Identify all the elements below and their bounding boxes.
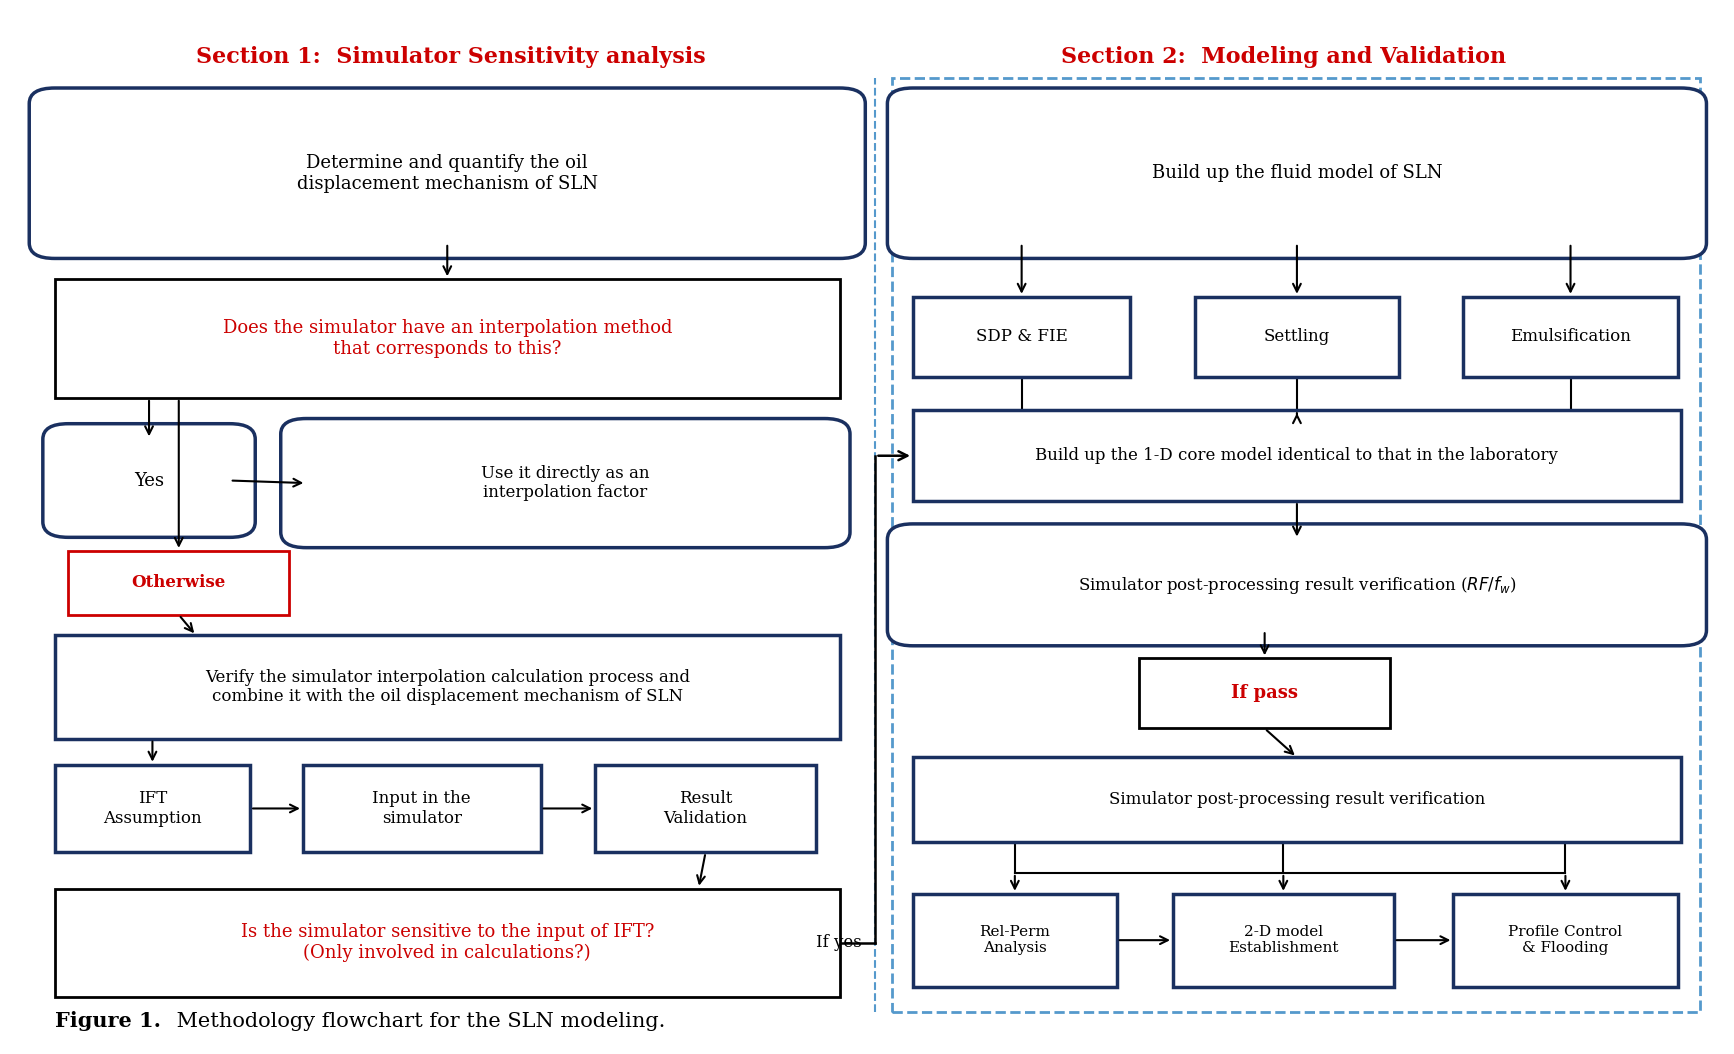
FancyBboxPatch shape [29, 87, 865, 258]
FancyBboxPatch shape [43, 424, 255, 538]
FancyBboxPatch shape [888, 524, 1706, 646]
FancyBboxPatch shape [888, 87, 1706, 258]
FancyBboxPatch shape [1195, 296, 1399, 377]
Text: Profile Control
& Flooding: Profile Control & Flooding [1509, 925, 1623, 955]
Text: Determine and quantify the oil
displacement mechanism of SLN: Determine and quantify the oil displacem… [297, 154, 598, 193]
FancyBboxPatch shape [912, 296, 1131, 377]
Text: Simulator post-processing result verification ($\mathit{RF/f_w}$): Simulator post-processing result verific… [1079, 573, 1516, 596]
FancyBboxPatch shape [55, 279, 839, 397]
Text: Methodology flowchart for the SLN modeling.: Methodology flowchart for the SLN modeli… [170, 1012, 666, 1031]
Text: Rel-Perm
Analysis: Rel-Perm Analysis [980, 925, 1051, 955]
FancyBboxPatch shape [1172, 894, 1394, 987]
Text: Verify the simulator interpolation calculation process and
combine it with the o: Verify the simulator interpolation calcu… [205, 669, 690, 705]
Text: SDP & FIE: SDP & FIE [976, 329, 1068, 346]
Text: Section 1:  Simulator Sensitivity analysis: Section 1: Simulator Sensitivity analysi… [196, 46, 706, 69]
FancyBboxPatch shape [912, 758, 1680, 842]
Text: Build up the fluid model of SLN: Build up the fluid model of SLN [1151, 164, 1443, 182]
FancyBboxPatch shape [595, 764, 817, 853]
Text: Result
Validation: Result Validation [664, 790, 747, 826]
Text: Simulator post-processing result verification: Simulator post-processing result verific… [1108, 792, 1484, 808]
FancyBboxPatch shape [55, 636, 839, 739]
FancyBboxPatch shape [55, 764, 250, 853]
Text: Use it directly as an
interpolation factor: Use it directly as an interpolation fact… [480, 465, 650, 502]
Text: Figure 1.: Figure 1. [55, 1011, 161, 1031]
Text: Settling: Settling [1264, 329, 1330, 346]
Text: IFT
Assumption: IFT Assumption [102, 790, 201, 826]
FancyBboxPatch shape [68, 551, 290, 614]
Text: If pass: If pass [1231, 684, 1299, 702]
Text: Is the simulator sensitive to the input of IFT?
(Only involved in calculations?): Is the simulator sensitive to the input … [241, 923, 654, 962]
FancyBboxPatch shape [1453, 894, 1677, 987]
FancyBboxPatch shape [912, 410, 1680, 502]
Text: Build up the 1-D core model identical to that in the laboratory: Build up the 1-D core model identical to… [1035, 447, 1559, 464]
FancyBboxPatch shape [1139, 658, 1391, 728]
Text: Emulsification: Emulsification [1510, 329, 1632, 346]
Text: 2-D model
Establishment: 2-D model Establishment [1228, 925, 1339, 955]
Text: Input in the
simulator: Input in the simulator [373, 790, 472, 826]
Text: Does the simulator have an interpolation method
that corresponds to this?: Does the simulator have an interpolation… [222, 319, 673, 358]
Text: Section 2:  Modeling and Validation: Section 2: Modeling and Validation [1061, 46, 1505, 69]
FancyBboxPatch shape [303, 764, 541, 853]
Text: Yes: Yes [134, 471, 165, 489]
FancyBboxPatch shape [912, 894, 1117, 987]
FancyBboxPatch shape [281, 418, 850, 548]
FancyBboxPatch shape [1463, 296, 1677, 377]
Text: Otherwise: Otherwise [132, 574, 225, 591]
FancyBboxPatch shape [55, 889, 839, 997]
Text: If yes: If yes [817, 934, 862, 952]
